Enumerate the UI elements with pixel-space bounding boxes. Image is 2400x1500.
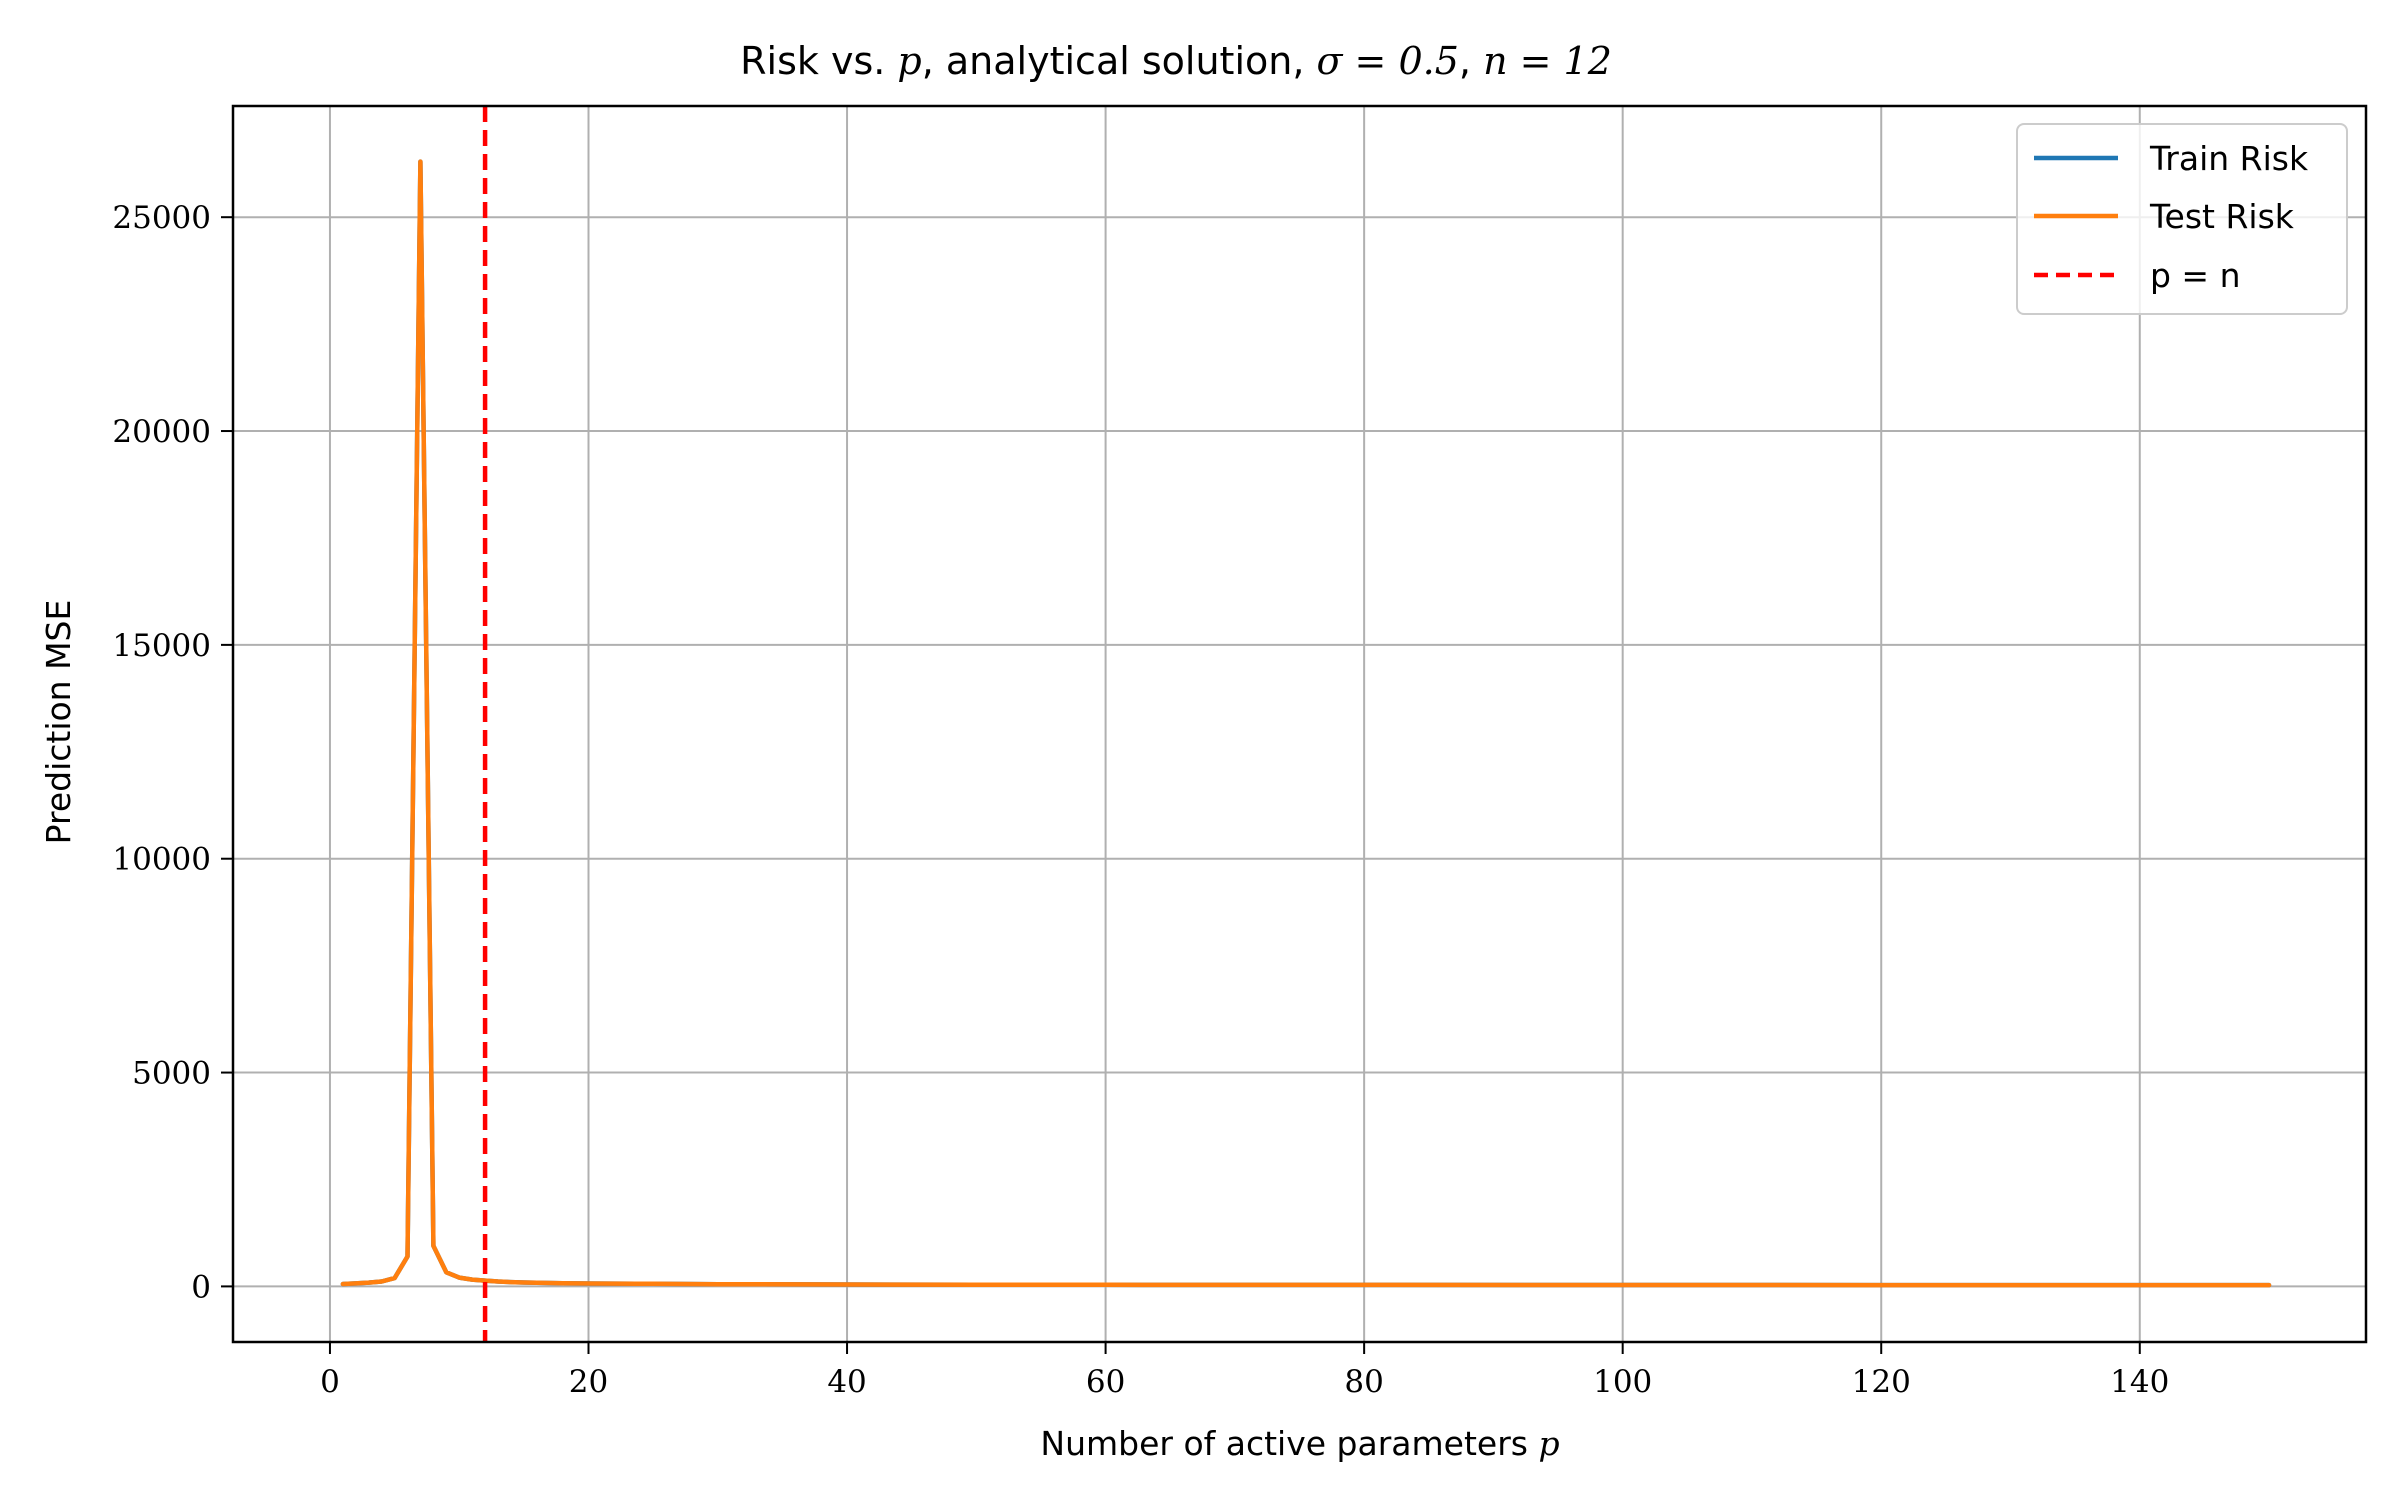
x-tick-label: 0 [320, 1364, 340, 1400]
series-line-test-risk [340, 159, 2272, 1288]
legend-box [2016, 123, 2348, 315]
legend-label-test-risk: Test Risk [2149, 197, 2295, 236]
chart-title: Risk vs. p, analytical solution, σ = 0.5… [740, 39, 1612, 83]
x-tick-label: 40 [827, 1364, 866, 1400]
x-tick-label: 100 [1593, 1364, 1652, 1400]
y-tick-label: 5000 [132, 1056, 211, 1092]
y-tick-label: 10000 [112, 842, 211, 878]
axis-ticks [221, 216, 2141, 1354]
legend-label-train-risk: Train Risk [2149, 139, 2309, 178]
y-tick-label: 15000 [112, 628, 211, 664]
x-tick-labels: 0 20 40 60 80 100 120 140 [320, 1364, 2169, 1400]
y-tick-labels: 0 5000 10000 15000 20000 25000 [112, 200, 211, 1305]
legend-label-p-equals-n: p = n [2150, 256, 2241, 295]
x-tick-label: 20 [569, 1364, 608, 1400]
y-tick-label: 25000 [112, 200, 211, 236]
x-tick-label: 60 [1086, 1364, 1125, 1400]
y-tick-label: 20000 [112, 414, 211, 450]
legend: Train Risk Test Risk p = n [2016, 123, 2348, 315]
y-axis-label: Prediction MSE [39, 600, 78, 845]
x-tick-label: 140 [2110, 1364, 2169, 1400]
x-tick-label: 80 [1344, 1364, 1383, 1400]
y-tick-label: 0 [191, 1269, 211, 1305]
x-axis-label: Number of active parameters p [1040, 1424, 1559, 1463]
plot-frame [231, 104, 2368, 1344]
x-tick-label: 120 [1852, 1364, 1911, 1400]
data-series [340, 159, 2272, 1288]
